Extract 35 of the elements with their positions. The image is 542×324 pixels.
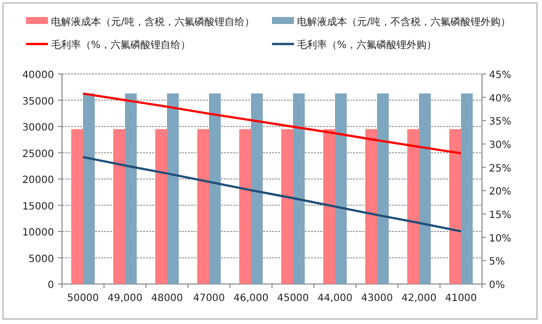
y2-tick-label: 40% <box>489 93 512 104</box>
y-tick-label: 20000 <box>22 175 54 186</box>
x-tick-label: 43000 <box>361 293 393 304</box>
y2-tick-label: 30% <box>489 140 512 151</box>
y2-tick-label: 10% <box>489 233 512 244</box>
y-tick-label: 40000 <box>22 70 54 81</box>
y-tick-label: 30000 <box>22 122 54 134</box>
x-tick-label: 47000 <box>193 293 225 304</box>
y2-tick-label: 15% <box>489 210 512 221</box>
y-tick-label: 0 <box>48 280 54 291</box>
line-series <box>82 92 462 154</box>
x-tick-label: 50000 <box>67 293 99 304</box>
y-tick-label: 5000 <box>28 254 54 265</box>
x-tick-label: 48000 <box>151 293 183 304</box>
y2-tick-label: 20% <box>489 186 512 198</box>
y2-tick-label: 35% <box>489 116 512 128</box>
x-tick-label: 42,000 <box>402 293 436 304</box>
x-tick-label: 45000 <box>277 293 309 304</box>
y2-tick-label: 45% <box>489 70 512 81</box>
x-tick-label: 49,000 <box>108 293 142 304</box>
legend-label: 电解液成本（元/吨，不含税，六氟磷酸锂外购） <box>297 16 510 28</box>
x-tick-label: 46,000 <box>234 293 268 304</box>
line-series <box>82 156 462 232</box>
y-tick-label: 25000 <box>22 148 54 160</box>
x-tick-label: 44,000 <box>318 293 352 304</box>
y-tick-label: 35000 <box>22 96 54 108</box>
y-tick-label: 15000 <box>22 201 54 212</box>
legend-label: 毛利率（%，六氟磷酸锂自给） <box>51 39 191 51</box>
y2-tick-label: 0% <box>489 280 505 291</box>
legend-label: 毛利率（%，六氟磷酸锂外购） <box>297 39 437 51</box>
y2-tick-label: 25% <box>489 163 512 174</box>
x-tick-label: 41000 <box>445 293 477 304</box>
y2-tick-label: 5% <box>489 256 505 268</box>
legend-label: 电解液成本（元/吨，含税，六氟磷酸锂自给） <box>51 16 254 28</box>
y-tick-label: 10000 <box>22 228 54 238</box>
